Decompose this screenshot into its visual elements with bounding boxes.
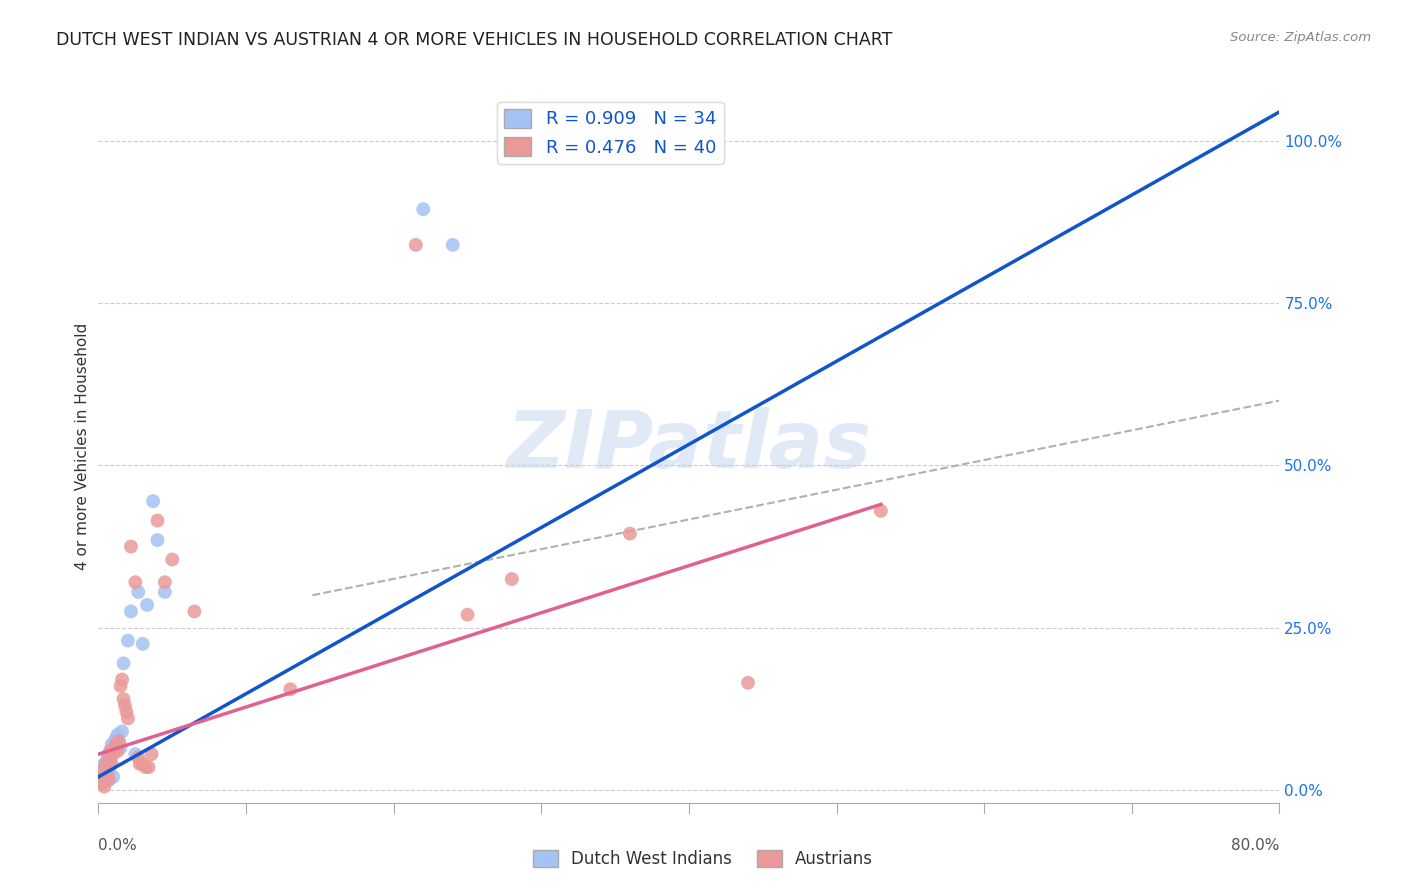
Point (111, 673, 134, 687)
Point (456, 607, 478, 622)
Legend: Dutch West Indians, Austrians: Dutch West Indians, Austrians (526, 843, 880, 875)
Point (112, 657, 135, 671)
Point (110, 679, 132, 693)
Point (132, 637, 155, 651)
Point (94, 770, 117, 784)
Point (98, 744, 121, 758)
Point (93, 766, 115, 780)
Point (98, 744, 121, 758)
Point (441, 238, 464, 252)
Point (94, 773, 117, 788)
Point (97, 773, 120, 788)
Point (108, 734, 131, 748)
Point (96, 770, 118, 784)
Point (117, 633, 139, 648)
Point (120, 604, 142, 618)
Point (93, 780, 115, 794)
Point (115, 705, 138, 719)
Point (97, 747, 120, 761)
Point (127, 585, 149, 599)
Point (120, 540, 142, 554)
Text: 80.0%: 80.0% (1232, 838, 1279, 854)
Point (93, 756, 115, 771)
Point (94, 756, 117, 771)
Point (97, 750, 120, 764)
Point (103, 747, 125, 761)
Point (501, 572, 523, 586)
Point (278, 682, 302, 697)
Point (100, 738, 122, 752)
Point (405, 238, 427, 252)
Text: DUTCH WEST INDIAN VS AUSTRIAN 4 OR MORE VEHICLES IN HOUSEHOLD CORRELATION CHART: DUTCH WEST INDIAN VS AUSTRIAN 4 OR MORE … (56, 31, 893, 49)
Point (100, 756, 122, 771)
Point (138, 760, 160, 774)
Point (105, 731, 128, 745)
Point (117, 711, 139, 725)
Point (112, 692, 135, 706)
Point (104, 734, 127, 748)
Point (619, 526, 641, 541)
Point (91, 764, 114, 778)
Point (98, 756, 121, 771)
Point (128, 756, 150, 771)
Point (91, 770, 114, 784)
Point (103, 770, 125, 784)
Point (153, 585, 176, 599)
Point (94, 760, 117, 774)
Point (737, 675, 759, 690)
Point (96, 750, 118, 764)
Point (90, 776, 112, 790)
Point (162, 552, 183, 566)
Point (124, 575, 146, 590)
Point (412, 202, 434, 217)
Point (142, 494, 165, 508)
Point (97, 764, 120, 778)
Point (127, 750, 149, 764)
Y-axis label: 4 or more Vehicles in Household: 4 or more Vehicles in Household (75, 322, 90, 570)
Point (141, 747, 163, 761)
Point (136, 598, 159, 612)
Point (90, 776, 112, 790)
Point (103, 740, 125, 755)
Point (124, 747, 146, 761)
Legend: R = 0.909   N = 34, R = 0.476   N = 40: R = 0.909 N = 34, R = 0.476 N = 40 (498, 102, 724, 164)
Text: Source: ZipAtlas.com: Source: ZipAtlas.com (1230, 31, 1371, 45)
Point (104, 740, 127, 755)
Point (91, 764, 114, 778)
Point (146, 514, 169, 528)
Point (107, 728, 129, 742)
Point (153, 575, 176, 590)
Point (108, 738, 131, 752)
Point (96, 766, 118, 780)
Text: ZIPatlas: ZIPatlas (506, 407, 872, 485)
Text: 0.0%: 0.0% (98, 838, 138, 854)
Point (110, 740, 132, 755)
Point (114, 698, 136, 713)
Point (135, 760, 157, 774)
Point (105, 738, 128, 752)
Point (132, 756, 155, 771)
Point (146, 533, 169, 547)
Point (869, 504, 891, 518)
Point (183, 604, 205, 618)
Point (111, 724, 134, 739)
Point (107, 744, 129, 758)
